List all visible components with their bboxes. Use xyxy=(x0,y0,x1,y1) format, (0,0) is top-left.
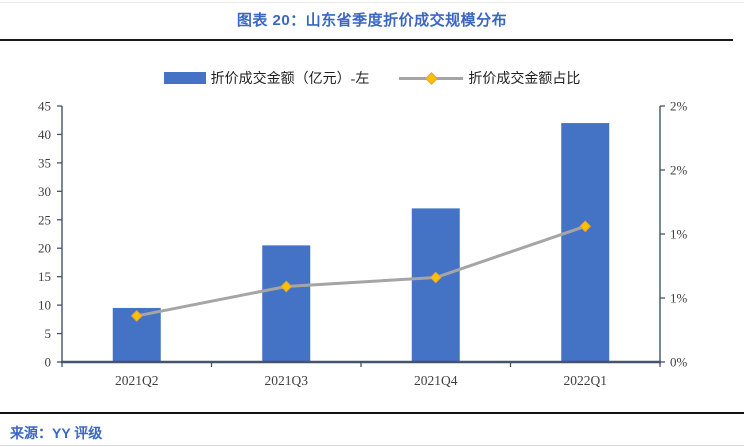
top-border-line xyxy=(0,2,744,3)
marker-2021Q2 xyxy=(130,310,143,322)
bottom-border-line xyxy=(0,445,744,446)
legend-item-bar-series: 折价成交金额（亿元）-左 xyxy=(163,68,370,88)
right-axis-tick-label: 1% xyxy=(670,291,688,306)
x-axis-label: 2021Q2 xyxy=(115,373,159,388)
right-axis-tick-label: 1% xyxy=(670,227,688,242)
right-axis-tick-label: 0% xyxy=(670,355,688,370)
bar-2021Q4 xyxy=(411,208,460,362)
marker-2022Q1 xyxy=(579,220,592,233)
left-axis-tick-label: 25 xyxy=(38,212,51,227)
ratio-line xyxy=(135,224,587,318)
chart-legend: 折价成交金额（亿元）-左 折价成交金额占比 xyxy=(0,67,744,89)
source-note: 来源：YY 评级 xyxy=(10,425,103,441)
legend-label-bar: 折价成交金额（亿元）-左 xyxy=(210,72,370,87)
left-axis-tick-label: 20 xyxy=(38,241,51,256)
legend-label-line: 折价成交金额占比 xyxy=(468,72,581,87)
left-axis-tick-label: 0 xyxy=(45,355,52,370)
left-axis-tick-label: 5 xyxy=(45,326,52,341)
x-axis-label: 2021Q3 xyxy=(265,373,309,388)
left-axis-tick-label: 15 xyxy=(38,269,51,284)
bar-swatch-icon xyxy=(163,72,206,84)
x-axis-label: 2021Q4 xyxy=(414,373,458,388)
bar-2022Q1 xyxy=(561,123,610,362)
marker-2021Q4 xyxy=(429,271,442,284)
bar-2021Q3 xyxy=(262,245,311,362)
footer-divider-line xyxy=(0,412,744,414)
left-axis-tick-label: 45 xyxy=(38,99,51,114)
right-axis-tick-label: 2% xyxy=(670,163,688,178)
x-axis-label: 2022Q1 xyxy=(564,373,608,388)
legend-item-line-series: 折价成交金额占比 xyxy=(399,68,580,88)
left-axis-tick-label: 10 xyxy=(38,298,51,313)
title-underline xyxy=(0,39,733,41)
left-axis-tick-label: 40 xyxy=(38,127,51,142)
left-axis-tick-label: 35 xyxy=(38,155,51,170)
right-axis-tick-label: 2% xyxy=(670,99,688,114)
marker-2021Q3 xyxy=(280,280,293,293)
left-axis-tick-label: 30 xyxy=(38,184,51,199)
legend-line-marker-icon xyxy=(399,72,464,85)
chart-title: 图表 20：山东省季度折价成交规模分布 xyxy=(236,12,508,29)
